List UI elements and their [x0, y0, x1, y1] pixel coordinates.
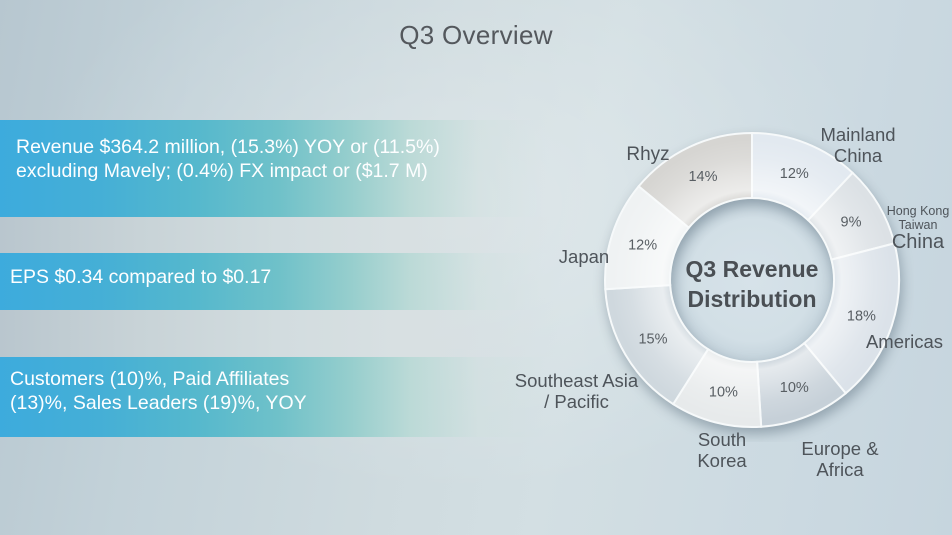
divider-stripe — [0, 310, 556, 357]
chart-label-line: Europe & — [801, 438, 879, 459]
chart-label-line: Americas — [865, 331, 944, 352]
chart-label-line: Africa — [816, 459, 864, 480]
chart-label-south-korea: South Korea — [677, 429, 767, 471]
chart-label-line: Mainland — [820, 124, 896, 145]
donut-percent-rhyz: 14% — [688, 169, 717, 185]
customers-bullet-text: Customers (10)%, Paid Affiliates (13)%, … — [10, 368, 307, 414]
donut-percent-mainland-china: 12% — [780, 166, 809, 182]
donut-percent-japan: 12% — [628, 238, 657, 254]
donut-hole — [670, 198, 834, 362]
chart-label-line: Hong Kong — [886, 204, 950, 218]
chart-label-hong-kong-taiwan-china: Hong Kong Taiwan China — [878, 204, 952, 253]
chart-label-line: China — [833, 145, 883, 166]
chart-label-line: Japan — [558, 246, 610, 267]
chart-label-line: South — [697, 429, 747, 450]
chart-label-line: Rhyz — [626, 144, 670, 165]
chart-label-line: Taiwan — [898, 218, 938, 232]
donut-percent-americas: 18% — [847, 309, 876, 325]
donut-percent-hong-kong-taiwan-china: 9% — [841, 215, 862, 231]
donut-percent-southeast-asia-pacific: 15% — [638, 332, 667, 348]
highlight-bar-eps: EPS $0.34 compared to $0.17 — [0, 253, 556, 310]
eps-bullet-text: EPS $0.34 compared to $0.17 — [10, 266, 272, 288]
revenue-bullet-text: Revenue $364.2 million, (15.3%) YOY or (… — [16, 136, 440, 182]
chart-label-rhyz: Rhyz — [613, 144, 683, 165]
donut-bevel-highlight — [605, 133, 899, 427]
donut-percent-south-korea: 10% — [709, 384, 738, 400]
revenue-distribution-donut-chart: 12% 9% 18% 10% 10% 15% 12% 14% — [604, 131, 901, 428]
highlight-bar-customers: Customers (10)%, Paid Affiliates (13)%, … — [0, 357, 556, 437]
chart-label-americas: Americas — [857, 331, 952, 352]
donut-percent-europe-africa: 10% — [780, 380, 809, 396]
chart-label-line: / Pacific — [544, 391, 609, 412]
chart-center-title: Q3 Revenue Distribution — [685, 256, 819, 312]
chart-label-line: Korea — [697, 450, 747, 471]
divider-stripe — [0, 217, 556, 253]
chart-label-japan: Japan — [544, 246, 624, 267]
chart-label-southeast-asia-pacific: Southeast Asia / Pacific — [494, 370, 659, 412]
chart-label-line: China — [891, 231, 945, 253]
chart-label-europe-africa: Europe & Africa — [770, 438, 910, 480]
slide-title: Q3 Overview — [399, 20, 553, 50]
highlight-bar-revenue: Revenue $364.2 million, (15.3%) YOY or (… — [0, 120, 556, 217]
chart-label-line: Southeast Asia — [514, 370, 639, 391]
chart-label-mainland-china: Mainland China — [798, 124, 918, 166]
